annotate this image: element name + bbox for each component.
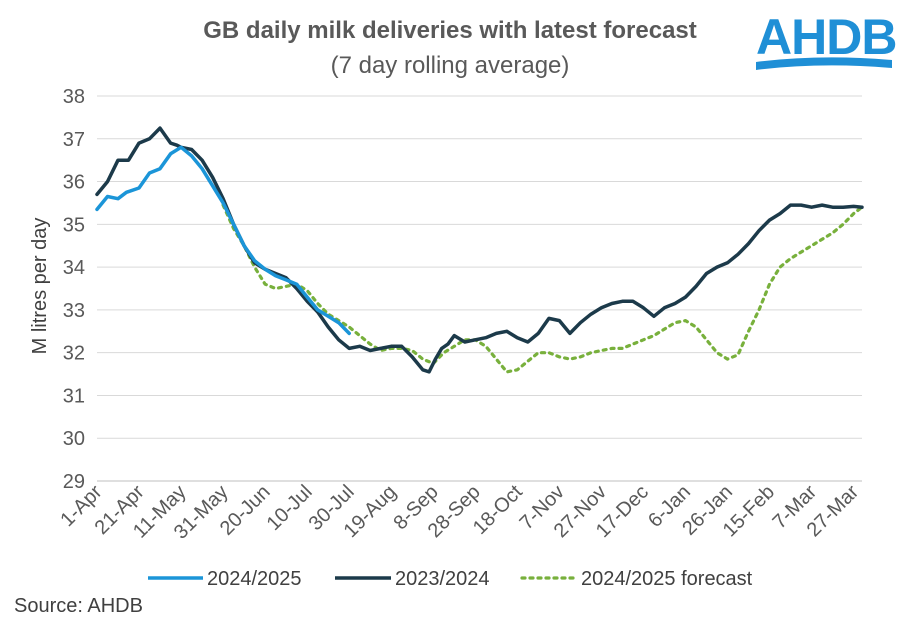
y-tick-label: 32 <box>63 343 85 365</box>
y-tick-label: 38 <box>63 86 85 108</box>
series-line-2024-2025-forecast <box>221 203 864 374</box>
grid-lines <box>97 95 862 482</box>
series-line-2024-2025 <box>95 145 351 336</box>
x-tick-label: 10-Jul <box>263 481 317 535</box>
y-tick-label: 31 <box>63 385 85 407</box>
y-tick-label: 35 <box>63 214 85 236</box>
chart-subtitle: (7 day rolling average) <box>331 52 570 79</box>
logo-wave-icon <box>756 57 892 70</box>
ahdb-logo: AHDB <box>756 9 897 70</box>
legend: 2024/2025 2023/2024 2024/2025 forecast <box>148 568 753 590</box>
logo-text: AHDB <box>756 9 896 65</box>
legend-label: 2024/2025 <box>207 568 302 590</box>
series-lines <box>95 126 864 374</box>
y-tick-label: 37 <box>63 129 85 151</box>
legend-label: 2024/2025 forecast <box>581 568 753 590</box>
y-axis-ticks: 29 30 31 32 33 34 35 36 37 38 <box>63 86 85 493</box>
y-tick-label: 30 <box>63 428 85 450</box>
y-tick-label: 33 <box>63 300 85 322</box>
y-axis-label: M litres per day <box>29 218 51 355</box>
legend-label: 2023/2024 <box>395 568 490 590</box>
y-tick-label: 29 <box>63 471 85 493</box>
chart-title: GB daily milk deliveries with latest for… <box>203 17 697 44</box>
series-line-2023-2024 <box>95 126 864 374</box>
y-tick-label: 34 <box>63 257 85 279</box>
source-note: Source: AHDB <box>14 595 143 617</box>
x-axis-ticks: 1-Apr21-Apr11-May31-May20-Jun10-Jul30-Ju… <box>56 481 863 544</box>
y-tick-label: 36 <box>63 172 85 194</box>
